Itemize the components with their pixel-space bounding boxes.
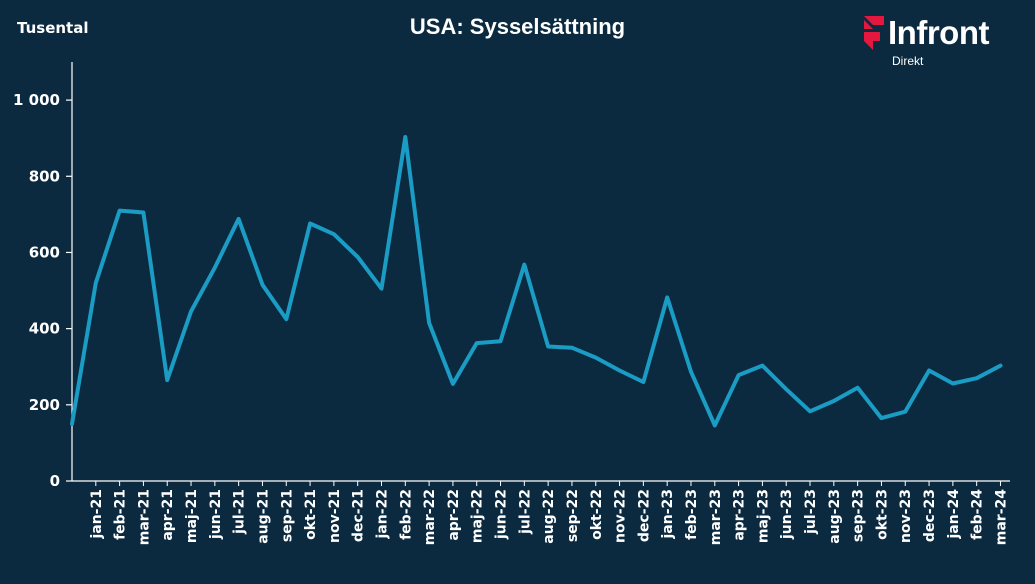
y-tick-label: 0	[50, 472, 60, 490]
x-tick-label: apr-21	[160, 489, 176, 541]
x-tick-label: feb-21	[113, 489, 129, 540]
infront-flag-icon	[864, 16, 884, 50]
x-tick-label: sep-21	[279, 489, 295, 542]
x-tick-label: dec-22	[636, 489, 652, 542]
infront-logo: Infront Direkt	[864, 14, 1024, 70]
x-tick-label: aug-21	[255, 489, 271, 544]
x-tick-label: nov-22	[613, 489, 629, 543]
x-tick-label: mar-24	[993, 489, 1009, 545]
x-tick-label: feb-23	[684, 489, 700, 540]
x-tick-label: nov-21	[327, 489, 343, 543]
x-tick-label: mar-21	[136, 489, 152, 545]
x-tick-label: okt-22	[589, 489, 605, 540]
x-tick-label: mar-22	[422, 489, 438, 545]
x-tick-label: aug-23	[827, 489, 843, 544]
x-tick-label: jun-23	[779, 489, 795, 540]
chart-title: USA: Sysselsättning	[409, 14, 626, 39]
x-tick-label: okt-23	[874, 489, 890, 540]
x-tick-label: jul-22	[517, 489, 533, 535]
x-tick-label: feb-24	[970, 489, 986, 540]
x-tick-label: dec-21	[351, 489, 367, 542]
x-tick-label: jul-23	[803, 489, 819, 535]
y-tick-label: 600	[29, 243, 60, 261]
x-tick-label: nov-23	[898, 489, 914, 543]
x-tick-label: jan-23	[660, 489, 676, 540]
x-tick-label: jan-22	[374, 489, 390, 540]
x-tick-label: sep-23	[851, 489, 867, 542]
y-tick-label: 400	[29, 320, 60, 338]
series-line	[70, 135, 1003, 428]
y-axis-ticks: 0 200 400 600 800 1 000	[13, 91, 72, 490]
x-tick-label: jun-21	[208, 489, 224, 540]
x-tick-label: apr-23	[732, 489, 748, 541]
y-tick-label: 1 000	[13, 91, 60, 109]
x-tick-label: maj-22	[470, 489, 486, 543]
unit-label: Tusental	[17, 19, 89, 37]
x-tick-label: apr-22	[446, 489, 462, 541]
x-tick-label: sep-22	[565, 489, 581, 542]
x-tick-label: aug-22	[541, 489, 557, 544]
x-tick-label: jul-21	[232, 489, 248, 535]
x-tick-label: mar-23	[708, 489, 724, 545]
x-tick-label: maj-23	[755, 489, 771, 543]
x-tick-label: maj-21	[184, 489, 200, 543]
y-tick-label: 200	[29, 396, 60, 414]
x-axis-ticks: jan-21 feb-21 mar-21 apr-21 maj-21 jun-21 jul-…	[89, 481, 1009, 545]
x-tick-label: jan-24	[946, 489, 962, 540]
x-tick-label: jun-22	[494, 489, 510, 540]
logo-wordmark: Infront	[888, 14, 989, 51]
x-tick-label: dec-23	[922, 489, 938, 542]
x-tick-label: okt-21	[303, 489, 319, 540]
x-tick-label: feb-22	[398, 489, 414, 540]
logo-subtitle: Direkt	[892, 54, 924, 68]
y-tick-label: 800	[29, 167, 60, 185]
x-tick-label: jan-21	[89, 489, 105, 540]
